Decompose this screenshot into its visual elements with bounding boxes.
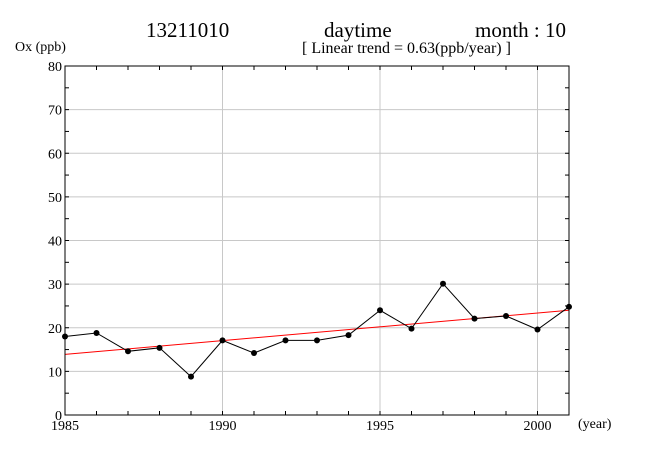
data-point [314,337,320,344]
data-point [408,325,415,332]
data-point [534,326,541,333]
x-tick-label: 1990 [209,419,237,434]
month-label: month : 10 [475,18,567,42]
data-point [503,312,509,319]
y-tick-label: 70 [48,104,62,119]
data-point [377,307,383,314]
grid [64,65,570,416]
data-point [125,348,131,355]
x-tick-label: 2000 [524,419,552,434]
y-axis-label: Ox (ppb) [15,40,66,55]
y-tick-label: 50 [48,191,62,206]
data-point [471,315,478,322]
data-point [219,337,226,344]
x-tick-label: 1995 [366,419,394,434]
x-axis-label: (year) [578,417,612,432]
data-point [188,373,194,380]
data-point [282,337,289,344]
y-tick-label: 0 [55,409,62,424]
trend-annotation: [ Linear trend = 0.63(ppb/year) ] [302,40,511,57]
y-tick-label: 40 [48,235,62,250]
y-tick-label: 10 [48,365,62,380]
y-tick-label: 20 [48,322,62,337]
series-group [62,280,572,380]
plot-frame [64,65,570,416]
x-tick-label: 1985 [51,419,79,434]
period-label: daytime [324,18,392,42]
data-point [345,332,352,339]
y-tick-label: 30 [48,278,62,293]
data-point [440,280,446,287]
station-code: 13211010 [146,18,230,42]
y-tick-label: 60 [48,147,62,162]
data-point [93,329,100,336]
data-point [251,350,257,357]
series-line [64,282,570,378]
y-tick-label: 80 [48,60,62,75]
tick-labels: 1985 1990 1995 2000 0 10 20 30 40 50 60 70 80 [48,60,552,434]
data-point [156,344,163,351]
